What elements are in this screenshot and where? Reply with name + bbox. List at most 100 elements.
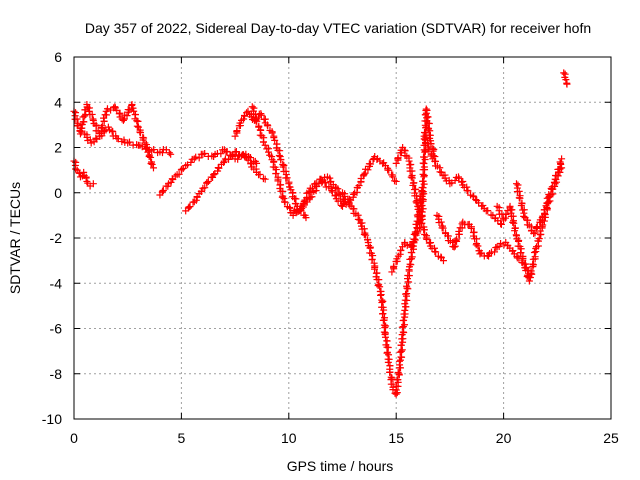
- data-point: [193, 193, 201, 201]
- data-point: [313, 179, 321, 187]
- data-point: [148, 160, 156, 168]
- data-point: [286, 204, 294, 212]
- data-point: [286, 183, 294, 191]
- data-point: [410, 235, 418, 243]
- data-point: [497, 239, 505, 247]
- data-point: [450, 243, 458, 251]
- data-point: [532, 224, 540, 232]
- data-point: [439, 224, 447, 232]
- data-point: [531, 253, 539, 261]
- data-point: [281, 198, 289, 206]
- data-point: [159, 186, 167, 194]
- tick-labels: 0 5 10 15 20 25 -10 -8 -6 -4 -2 0 2 4 6: [42, 49, 619, 446]
- data-point: [100, 127, 108, 135]
- grid: [74, 57, 611, 419]
- data-point: [407, 243, 415, 251]
- series-track-12: [420, 132, 505, 228]
- series-track-15: [512, 164, 566, 237]
- data-point: [128, 104, 136, 112]
- data-point: [509, 218, 517, 226]
- data-point: [265, 148, 273, 156]
- data-point: [203, 178, 211, 186]
- y-tick-label: -4: [50, 275, 63, 291]
- data-point: [517, 249, 525, 257]
- data-point: [178, 165, 186, 173]
- series-track-11: [392, 144, 447, 265]
- data-point: [491, 248, 499, 256]
- data-point: [362, 231, 370, 239]
- data-point: [533, 223, 541, 231]
- data-point: [355, 182, 363, 190]
- data-point: [261, 175, 269, 183]
- series-track-6: [231, 107, 310, 222]
- data-point: [252, 110, 260, 118]
- data-point: [531, 229, 539, 237]
- data-point: [511, 227, 519, 235]
- data-point: [162, 146, 170, 154]
- data-point: [73, 115, 81, 123]
- data-point: [405, 278, 413, 286]
- data-point: [382, 322, 390, 330]
- data-point: [510, 219, 518, 227]
- data-point: [217, 150, 225, 158]
- data-point: [81, 112, 89, 120]
- data-point: [512, 180, 520, 188]
- x-tick-label: 10: [281, 430, 297, 446]
- data-point: [271, 136, 279, 144]
- data-point: [528, 270, 536, 278]
- data-point: [187, 158, 195, 166]
- data-point: [519, 256, 527, 264]
- data-point: [223, 147, 231, 155]
- data-point: [558, 164, 566, 172]
- data-point: [360, 231, 368, 239]
- data-point: [215, 164, 223, 172]
- data-point: [437, 218, 445, 226]
- y-tick-label: -10: [42, 411, 62, 427]
- data-point: [119, 116, 127, 124]
- data-point: [527, 267, 535, 275]
- data-point: [405, 157, 413, 165]
- data-point: [423, 235, 431, 243]
- data-point: [92, 134, 100, 142]
- data-point: [560, 69, 568, 77]
- data-point: [383, 337, 391, 345]
- data-point: [388, 374, 396, 382]
- data-point: [548, 183, 556, 191]
- data-point: [424, 139, 432, 147]
- x-tick-label: 5: [178, 430, 186, 446]
- data-point: [418, 219, 426, 227]
- data-point: [399, 317, 407, 325]
- data-point: [195, 154, 203, 162]
- data-point: [477, 249, 485, 257]
- data-point: [521, 260, 529, 268]
- chart-title: Day 357 of 2022, Sidereal Day-to-day VTE…: [85, 20, 591, 36]
- data-point: [274, 177, 282, 185]
- data-point: [149, 164, 157, 172]
- data-point: [392, 177, 400, 185]
- y-tick-label: 6: [54, 49, 62, 65]
- data-point: [225, 155, 233, 163]
- data-point: [259, 138, 267, 146]
- data-point: [515, 187, 523, 195]
- data-point: [374, 282, 382, 290]
- data-point: [451, 242, 459, 250]
- data-point: [165, 149, 173, 157]
- data-point: [474, 242, 482, 250]
- data-point: [298, 205, 306, 213]
- data-point: [145, 153, 153, 161]
- data-point: [204, 177, 212, 185]
- data-points: [70, 69, 571, 398]
- data-point: [158, 149, 166, 157]
- data-point: [192, 196, 200, 204]
- data-point: [147, 160, 155, 168]
- data-point: [452, 236, 460, 244]
- data-point: [98, 132, 106, 140]
- data-point: [455, 174, 463, 182]
- data-point: [543, 194, 551, 202]
- data-point: [495, 243, 503, 251]
- series-track-13: [433, 211, 536, 278]
- data-point: [139, 136, 147, 144]
- data-point: [373, 269, 381, 277]
- data-point: [275, 151, 283, 159]
